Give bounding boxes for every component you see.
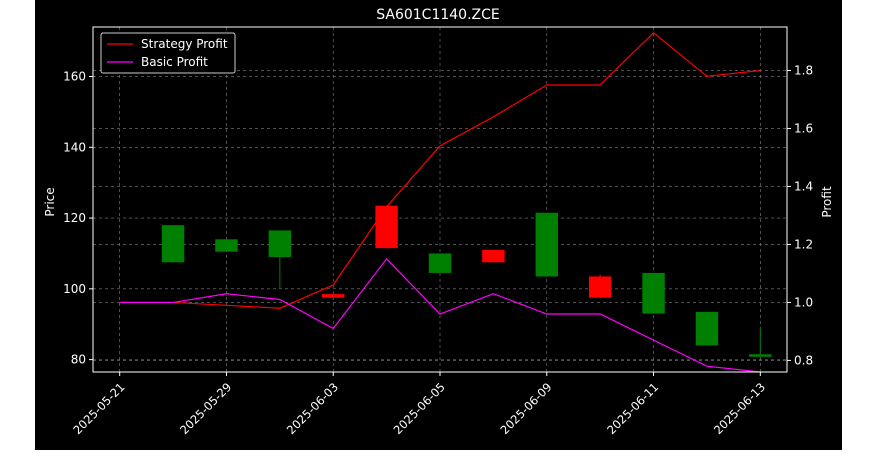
candle-body: [322, 294, 345, 298]
y-tick-label: 160: [63, 70, 86, 84]
candle-body: [588, 276, 612, 298]
x-tick-label: 2025-06-13: [711, 380, 768, 437]
candle-body: [161, 225, 185, 263]
y-tick-label: 80: [71, 353, 86, 367]
chart-figure: 2025-05-21 2025-05-29 2025-06-03 2025-06-05…: [35, 0, 842, 450]
profit-lines: [119, 31, 761, 373]
y2-tick-label: 1.8: [794, 63, 813, 77]
candle-body: [535, 212, 558, 277]
x-tick-label: 2025-06-05: [391, 380, 448, 437]
candle-body: [375, 205, 398, 249]
legend-label-strategy: Strategy Profit: [141, 37, 228, 51]
y2-tick-label: 1.4: [794, 179, 813, 193]
candle-body: [642, 272, 665, 314]
y-axis-label: Price: [43, 187, 57, 216]
y2-tick-label: 1.2: [794, 237, 813, 251]
y2-tick-label: 1.0: [794, 295, 813, 309]
y2-tick-label: 1.6: [794, 121, 813, 135]
basic-profit-line: [119, 258, 761, 373]
legend-box: [100, 32, 236, 74]
axes-frame: [92, 26, 788, 373]
x-tick-label: 2025-05-29: [177, 380, 234, 437]
candle-body: [695, 311, 719, 346]
y2-axis-label: Profit: [820, 186, 834, 218]
legend: Strategy Profit Basic Profit: [100, 32, 236, 74]
x-tick-label: 2025-06-03: [284, 380, 341, 437]
candle-body: [749, 354, 772, 357]
candle-body: [482, 249, 505, 263]
x-tick-label: 2025-05-21: [70, 380, 127, 437]
legend-label-basic: Basic Profit: [141, 55, 208, 69]
y-tick-label: 120: [63, 211, 86, 225]
y2-tick-label: 0.8: [794, 353, 813, 367]
chart-title: SA601C1140.ZCE: [376, 7, 500, 23]
x-tick-label: 2025-06-09: [497, 380, 554, 437]
x-tick-label: 2025-06-11: [604, 380, 661, 437]
strategy-profit-line: [119, 31, 761, 309]
candle-body: [268, 230, 292, 257]
grid-lines: [93, 27, 787, 372]
y-tick-label: 100: [63, 282, 86, 296]
chart-svg: 2025-05-21 2025-05-29 2025-06-03 2025-06-05…: [43, 7, 834, 437]
candle-body: [215, 239, 238, 252]
y-tick-label: 140: [63, 140, 86, 154]
candles: [161, 205, 772, 357]
candle-body: [428, 253, 452, 273]
